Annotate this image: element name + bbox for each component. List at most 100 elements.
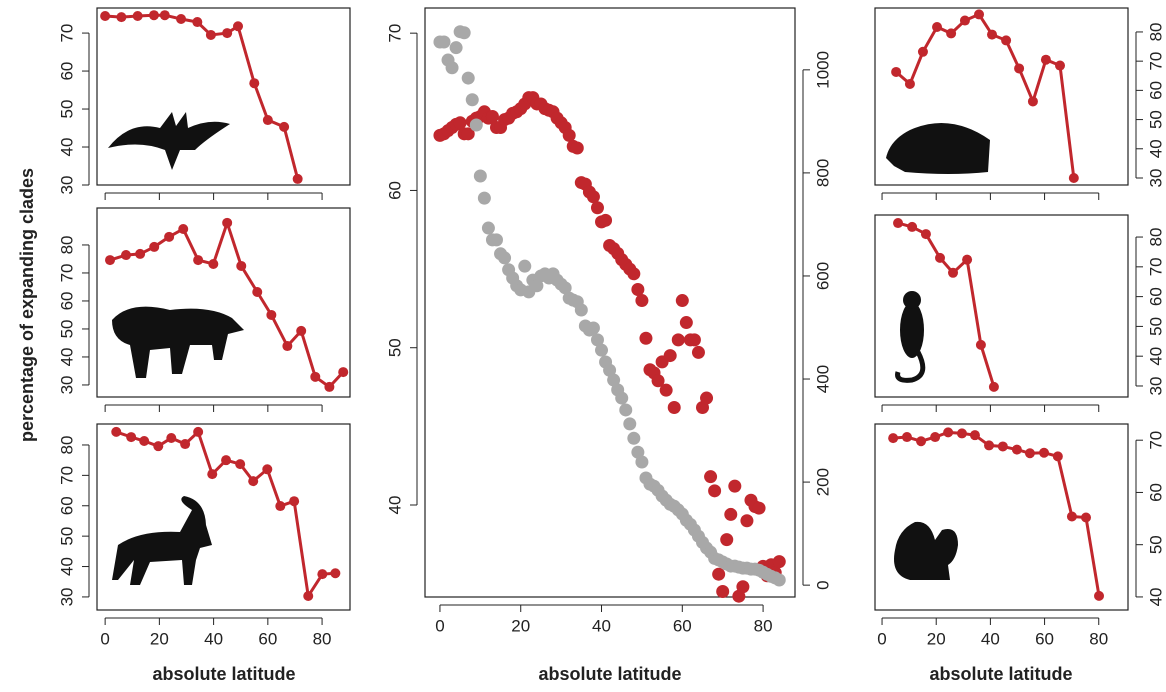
x-tick-label: 20 (511, 616, 530, 635)
point (590, 333, 604, 347)
point (1055, 60, 1066, 71)
y-tick-label: 30 (1146, 169, 1165, 188)
x-tick-label: 80 (313, 629, 332, 648)
point (282, 341, 293, 352)
squirrel-icon (894, 521, 958, 580)
x-axis-title: absolute latitude (538, 664, 681, 684)
point (193, 426, 204, 437)
primate-tail (895, 350, 926, 383)
point (457, 26, 471, 40)
point (266, 309, 277, 320)
y-tick-label: 50 (1146, 535, 1165, 554)
point (724, 507, 738, 521)
point (233, 21, 244, 32)
point (631, 445, 645, 459)
point (473, 169, 487, 183)
point (920, 229, 931, 240)
y-tick-label: 80 (1146, 22, 1165, 41)
point (477, 191, 491, 205)
point (635, 455, 649, 469)
y-tick-label: 60 (57, 62, 76, 81)
point (623, 417, 637, 431)
x-tick-label: 0 (435, 616, 444, 635)
point (752, 501, 766, 515)
point (984, 440, 995, 451)
y-tick-label: 40 (57, 138, 76, 157)
point (498, 251, 512, 265)
point (639, 331, 653, 345)
point (453, 116, 467, 130)
point (310, 371, 321, 382)
point (667, 400, 681, 414)
point (1052, 451, 1063, 462)
point (445, 61, 459, 75)
point (1039, 447, 1050, 458)
y-tick-label: 30 (57, 587, 76, 606)
line (105, 13, 300, 180)
x-tick-label: 40 (981, 629, 1000, 648)
plot-frame (874, 423, 1129, 611)
point (1081, 512, 1092, 523)
point (135, 248, 146, 259)
y-tick-label: 600 (813, 262, 832, 290)
point (590, 201, 604, 215)
primate-icon (900, 302, 924, 358)
point (935, 252, 946, 263)
y-tick-label: 70 (57, 263, 76, 282)
point (700, 391, 714, 405)
point (956, 428, 967, 439)
point (932, 21, 943, 32)
y-tick-label: 50 (57, 319, 76, 338)
point (252, 287, 263, 297)
y-tick-label: 70 (1146, 257, 1165, 276)
point (891, 66, 902, 77)
point (659, 383, 673, 397)
x-axis-title: absolute latitude (929, 664, 1072, 684)
point (1014, 63, 1025, 74)
point (166, 432, 177, 443)
y-tick-label: 40 (1146, 139, 1165, 158)
x-tick-label: 60 (258, 629, 277, 648)
point (116, 12, 127, 23)
point (139, 436, 150, 447)
point (679, 316, 693, 330)
point (235, 459, 246, 470)
y-tick-label: 60 (1146, 287, 1165, 306)
x-tick-label: 0 (100, 629, 109, 648)
y-tick-label: 70 (57, 466, 76, 485)
point (292, 173, 303, 184)
y-tick-label: 40 (57, 347, 76, 366)
point (1094, 590, 1105, 601)
point (904, 78, 915, 89)
y-tick-label: 1000 (813, 51, 832, 89)
point (943, 427, 954, 438)
point (449, 41, 463, 55)
point (917, 46, 928, 57)
point (222, 217, 233, 228)
point (159, 10, 170, 21)
point (691, 345, 705, 359)
point (100, 10, 111, 21)
point (570, 141, 584, 155)
y-tick-label: 60 (385, 181, 404, 200)
y-tick-label: 40 (1146, 587, 1165, 606)
y-tick-label: 40 (385, 496, 404, 515)
point (586, 190, 600, 204)
point (736, 580, 750, 594)
point (126, 432, 137, 443)
point (262, 464, 273, 475)
point (111, 426, 122, 437)
goat-icon (112, 496, 212, 585)
point (153, 441, 164, 452)
y-tick-label: 70 (1146, 431, 1165, 450)
y-tick-label: 70 (57, 24, 76, 43)
line (893, 430, 1101, 597)
point (728, 479, 742, 493)
point (1068, 172, 1079, 183)
x-tick-label: 80 (1089, 629, 1108, 648)
x-tick-label: 60 (1035, 629, 1054, 648)
y-tick-label: 40 (1146, 347, 1165, 366)
point (962, 254, 973, 265)
point (149, 241, 160, 252)
point (772, 555, 786, 569)
